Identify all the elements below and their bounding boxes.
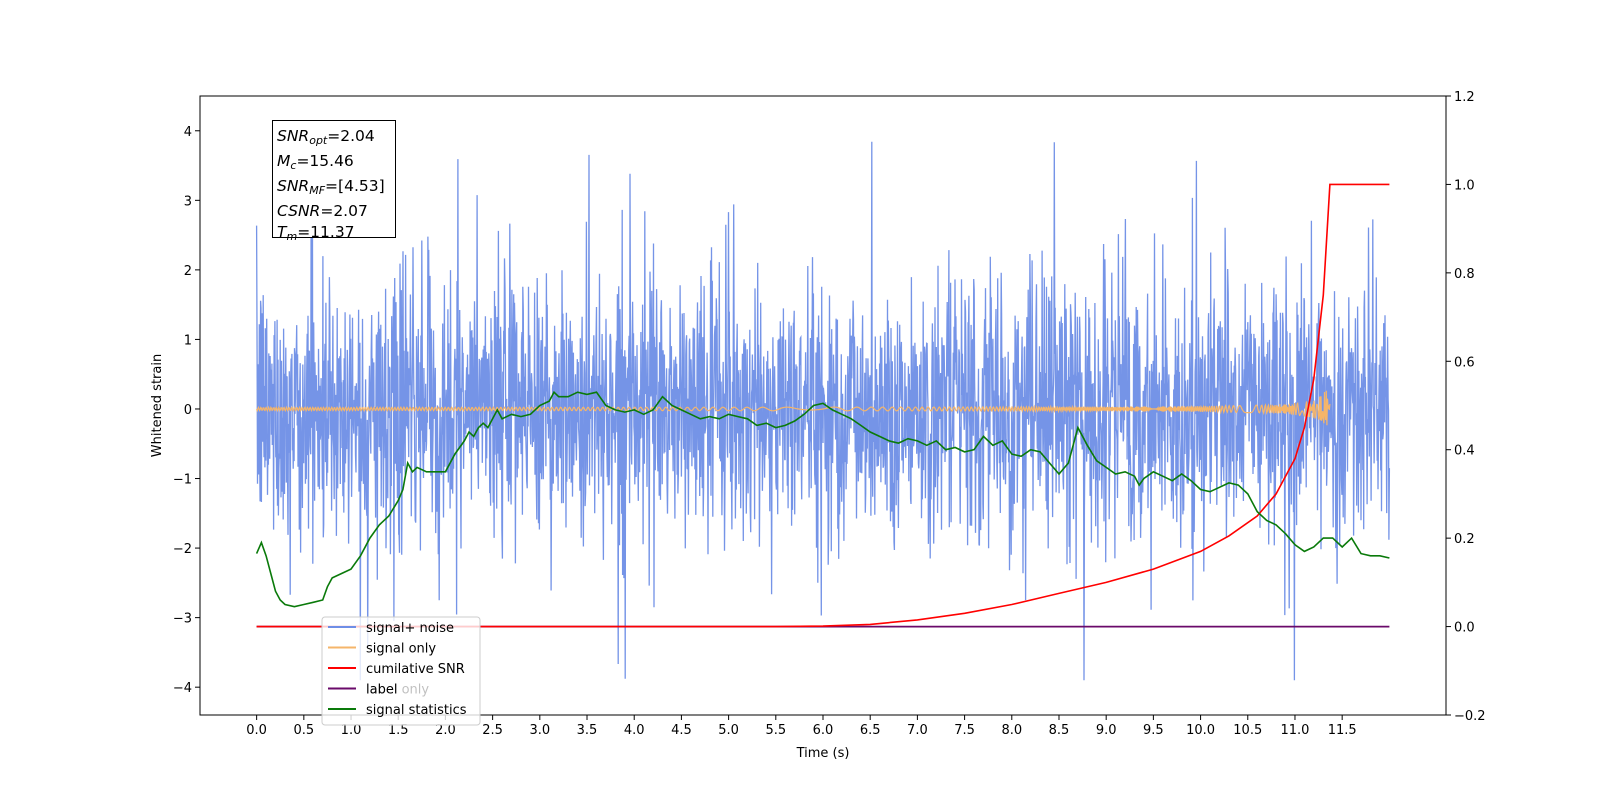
stats-line-chirp-mass: Mc=15.46: [277, 152, 354, 172]
y2-tick-label: 0.6: [1454, 355, 1475, 370]
x-tick-label: 4.0: [624, 723, 645, 738]
x-tick-label: 2.5: [482, 723, 503, 738]
y2-tick-label: 0.0: [1454, 621, 1475, 636]
x-tick-label: 3.0: [529, 723, 550, 738]
y-tick-label: 1: [184, 333, 192, 348]
x-tick-label: 9.0: [1096, 723, 1117, 738]
x-tick-label: 10.0: [1186, 723, 1215, 738]
x-axis-label: Time (s): [796, 746, 850, 761]
legend-label: signal statistics: [366, 703, 467, 718]
x-axis: 0.0 0.5 1.0 1.5 2.0 2.5 3.0 3.5 4.0 4.5 5.0 5.5 6.0 6…: [246, 715, 1357, 738]
x-tick-label: 11.5: [1328, 723, 1357, 738]
x-tick-label: 11.0: [1280, 723, 1309, 738]
y2-tick-label: 0.8: [1454, 267, 1475, 282]
y2-tick-label: 0.2: [1454, 532, 1475, 547]
x-tick-label: 5.0: [718, 723, 739, 738]
y-tick-label: −1: [173, 473, 192, 488]
x-tick-label: 5.5: [765, 723, 786, 738]
y-tick-label: 0: [184, 403, 192, 418]
legend-label: cumilative SNR: [366, 662, 465, 677]
x-tick-label: 10.5: [1233, 723, 1262, 738]
y-tick-label: −2: [173, 542, 192, 557]
y2-tick-label: 1.0: [1454, 178, 1475, 193]
series-signal-statistics: [255, 390, 1390, 608]
y-tick-label: −4: [173, 681, 192, 696]
y2-tick-label: 1.2: [1454, 90, 1475, 105]
stats-line-merger-time: Tm=11.37: [277, 223, 355, 243]
y-tick-label: 2: [184, 264, 192, 279]
x-tick-label: 4.5: [671, 723, 692, 738]
plot-area: [255, 141, 1391, 681]
legend-label: signal only: [366, 642, 436, 657]
x-tick-label: 3.5: [577, 723, 598, 738]
stats-line-csnr: CSNR=2.07: [277, 202, 368, 220]
series-signal-only: [256, 390, 1331, 426]
legend-label: signal+ noise: [366, 621, 454, 636]
stats-line-snr-mf: SNRMF=[4.53]: [277, 177, 385, 197]
stats-annotation: SNRopt=2.04 Mc=15.46 SNRMF=[4.53] CSNR=2…: [272, 120, 396, 243]
x-tick-label: 0.5: [293, 723, 314, 738]
legend-label: label: [366, 683, 397, 698]
x-tick-label: 6.0: [813, 723, 834, 738]
y-tick-label: 3: [184, 194, 192, 209]
stats-line-snr-opt: SNRopt=2.04: [277, 127, 375, 147]
x-tick-label: 2.0: [435, 723, 456, 738]
x-tick-label: 1.5: [388, 723, 409, 738]
y-axis-left: 4 3 2 1 0 −1 −2 −3 −4: [173, 125, 200, 696]
legend: signal+ noise signal only cumilative SNR la…: [321, 616, 481, 726]
y2-tick-label: −0.2: [1454, 709, 1486, 724]
x-tick-label: 8.0: [1001, 723, 1022, 738]
x-tick-label: 1.0: [341, 723, 362, 738]
x-tick-label: 0.0: [246, 723, 267, 738]
series-cumulative-snr: [256, 183, 1390, 628]
legend-box: [321, 616, 481, 726]
y-tick-label: 4: [184, 125, 192, 140]
x-tick-label: 6.5: [860, 723, 881, 738]
x-tick-label: 9.5: [1143, 723, 1164, 738]
y-axis-label: Whitened strain: [150, 354, 165, 457]
series-signal-plus-noise: [255, 141, 1391, 681]
x-tick-label: 8.5: [1049, 723, 1070, 738]
y-tick-label: −3: [173, 612, 192, 627]
y-axis-right: 1.2 1.0 0.8 0.6 0.4 0.2 0.0 −0.2: [1446, 90, 1486, 724]
x-tick-label: 7.0: [907, 723, 928, 738]
x-tick-label: 7.5: [954, 723, 975, 738]
y2-tick-label: 0.4: [1454, 444, 1475, 459]
legend-occluded-text: label only: [366, 683, 429, 698]
